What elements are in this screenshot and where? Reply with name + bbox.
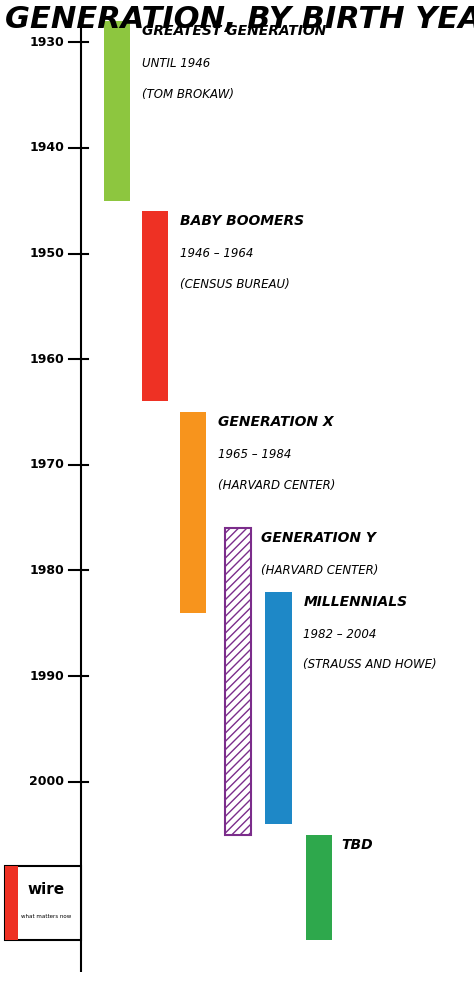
Text: 2000: 2000 — [29, 776, 64, 788]
Bar — [5, 866, 18, 940]
Text: TBD: TBD — [341, 838, 373, 852]
Text: (CENSUS BUREAU): (CENSUS BUREAU) — [180, 278, 290, 291]
Text: 1950: 1950 — [29, 247, 64, 260]
Text: BABY BOOMERS: BABY BOOMERS — [180, 214, 304, 228]
Text: (HARVARD CENTER): (HARVARD CENTER) — [218, 479, 336, 492]
Bar — [306, 834, 332, 940]
Text: GREATEST GENERATION: GREATEST GENERATION — [142, 24, 327, 39]
Bar — [225, 528, 251, 834]
Text: 1940: 1940 — [29, 141, 64, 154]
Bar — [5, 866, 81, 940]
Text: MILLENNIALS: MILLENNIALS — [303, 595, 408, 609]
Text: (HARVARD CENTER): (HARVARD CENTER) — [261, 564, 378, 577]
Bar — [265, 592, 292, 824]
Text: UNTIL 1946: UNTIL 1946 — [142, 57, 210, 71]
Text: 1982 – 2004: 1982 – 2004 — [303, 628, 377, 640]
Text: wire: wire — [28, 883, 65, 898]
Text: 1930: 1930 — [29, 36, 64, 49]
Bar — [180, 412, 206, 613]
Text: 1980: 1980 — [29, 564, 64, 577]
Bar — [142, 212, 168, 401]
Text: GENERATION Y: GENERATION Y — [261, 531, 375, 545]
Text: GENERATION, BY BIRTH YEAR: GENERATION, BY BIRTH YEAR — [5, 5, 474, 35]
Text: 1960: 1960 — [29, 353, 64, 365]
Text: 1965 – 1984: 1965 – 1984 — [218, 448, 292, 461]
Text: 1970: 1970 — [29, 459, 64, 472]
Text: (STRAUSS AND HOWE): (STRAUSS AND HOWE) — [303, 658, 437, 671]
Text: (TOM BROKAW): (TOM BROKAW) — [142, 87, 234, 100]
Text: what matters now: what matters now — [21, 914, 72, 919]
Bar — [104, 21, 130, 201]
Text: 1946 – 1964: 1946 – 1964 — [180, 247, 254, 260]
Text: GENERATION X: GENERATION X — [218, 415, 334, 429]
Text: 1990: 1990 — [29, 669, 64, 682]
